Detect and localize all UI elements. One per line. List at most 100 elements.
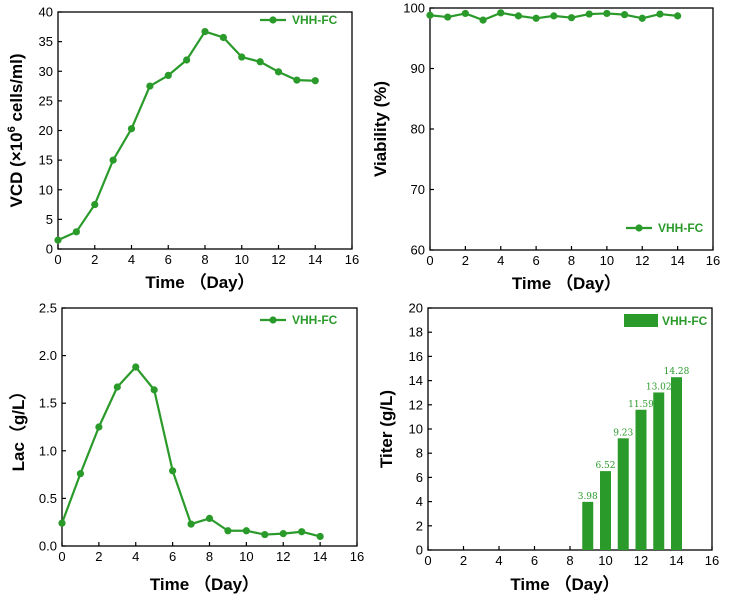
data-point: [169, 467, 177, 475]
data-point: [461, 9, 469, 18]
y-tick-label: 40: [39, 5, 53, 20]
y-tick-label: 16: [409, 349, 423, 364]
y-tick-label: 2.5: [39, 301, 57, 316]
y-tick-label: 60: [411, 243, 425, 258]
x-tick-label: 6: [165, 252, 172, 267]
legend-bar-swatch: [624, 314, 658, 327]
y-tick-label: 100: [403, 1, 425, 16]
x-tick-label: 8: [201, 252, 208, 267]
x-tick-label: 4: [132, 549, 139, 564]
legend-marker: [269, 16, 277, 24]
bar: [635, 409, 647, 550]
data-point: [497, 9, 505, 17]
bar: [617, 438, 629, 550]
x-tick-label: 8: [568, 253, 575, 268]
y-tick-label: 2.0: [39, 348, 57, 363]
y-tick-label: 12: [409, 397, 423, 412]
x-tick-label: 8: [566, 553, 573, 568]
legend-label: VHH-FC: [662, 314, 708, 328]
x-tick-label: 10: [239, 549, 253, 564]
data-point: [238, 53, 246, 61]
x-tick-label: 2: [95, 549, 102, 564]
legend-label: VHH-FC: [292, 313, 338, 327]
data-point: [205, 514, 214, 522]
data-point: [242, 527, 250, 535]
data-point: [164, 71, 172, 79]
bar: [582, 501, 594, 550]
x-tick-label: 2: [91, 252, 98, 267]
x-tick-label: 0: [426, 253, 433, 268]
bar: [600, 471, 611, 550]
data-point: [91, 200, 99, 209]
data-point: [187, 520, 195, 528]
y-axis-title: Titer (g/L): [377, 390, 396, 468]
x-tick-label: 14: [313, 549, 327, 564]
legend-label: VHH-FC: [292, 13, 338, 27]
data-point: [201, 27, 209, 36]
data-point: [146, 82, 154, 90]
x-axis-title: Time （Day）: [145, 272, 254, 292]
y-tick-label: 15: [39, 153, 53, 168]
chart-vcd: 0 2 4 6 8 10 12 14 16 0 5 10 15 20 25 30 35 40 Time （Day） V…: [6, 5, 359, 293]
data-point: [316, 532, 324, 541]
y-tick-label: 6: [416, 470, 423, 485]
chart-viability: 0 2 4 6 8 10 12 14 16 60 70 80 90 100 Time （Day） Viabil…: [371, 1, 720, 294]
data-point: [585, 10, 593, 18]
x-tick-label: 6: [531, 553, 538, 568]
x-tick-label: 6: [533, 253, 540, 268]
x-tick-label: 12: [634, 553, 648, 568]
y-tick-label: 4: [416, 494, 423, 509]
x-axis-title: Time （Day）: [150, 574, 259, 594]
x-tick-label: 4: [495, 553, 502, 568]
bar-value-label: 3.98: [578, 492, 598, 502]
series-line: [60, 365, 321, 538]
data-point: [279, 530, 287, 538]
bar: [653, 392, 665, 550]
data-point: [311, 77, 319, 85]
y-tick-label: 20: [409, 301, 423, 316]
x-tick-label: 0: [58, 549, 65, 564]
x-tick-label: 16: [706, 253, 720, 268]
data-point: [72, 228, 80, 236]
plot-frame: [429, 7, 714, 251]
x-tick-label: 16: [350, 549, 364, 564]
legend-label: VHH-FC: [658, 221, 704, 235]
data-point: [298, 528, 306, 536]
x-tick-label: 16: [345, 252, 359, 267]
x-tick-label: 8: [206, 549, 213, 564]
data-point: [674, 12, 682, 20]
data-point: [109, 156, 117, 164]
data-point: [58, 519, 66, 527]
x-tick-label: 0: [424, 553, 431, 568]
data-point: [256, 58, 264, 66]
y-tick-label: 2: [416, 518, 423, 533]
y-tick-label: 14: [409, 373, 423, 388]
y-tick-label: 10: [39, 182, 53, 197]
data-point: [479, 16, 487, 24]
x-tick-label: 14: [308, 252, 322, 267]
data-point: [183, 56, 191, 64]
y-tick-label: 18: [409, 325, 423, 340]
data-point: [603, 9, 611, 18]
y-tick-label: 10: [409, 422, 423, 437]
x-tick-label: 10: [600, 253, 614, 268]
data-point: [150, 386, 158, 394]
data-point: [76, 470, 85, 478]
data-point: [224, 527, 232, 535]
x-tick-label: 0: [54, 252, 61, 267]
data-point: [550, 12, 558, 20]
data-point: [127, 125, 136, 133]
plot-frame: [57, 11, 353, 250]
x-tick-label: 4: [497, 253, 504, 268]
x-tick-label: 2: [462, 253, 469, 268]
plot-frame: [427, 307, 713, 551]
data-point: [113, 383, 121, 391]
y-tick-label: 5: [46, 212, 53, 227]
data-point: [532, 14, 540, 22]
y-tick-label: 1.5: [39, 396, 57, 411]
chart-titer: 0 2 4 6 8 10 12 14 16 0 2 4 6 8 10 12 14 16 18 20 Time （Day）…: [377, 301, 719, 595]
x-tick-label: 12: [276, 549, 290, 564]
data-point: [620, 11, 629, 19]
chart-lac: 0 2 4 6 8 10 12 14 16 0.0 0.5 1.0 1.5 2.0 2.5 Time （Day…: [8, 301, 364, 595]
